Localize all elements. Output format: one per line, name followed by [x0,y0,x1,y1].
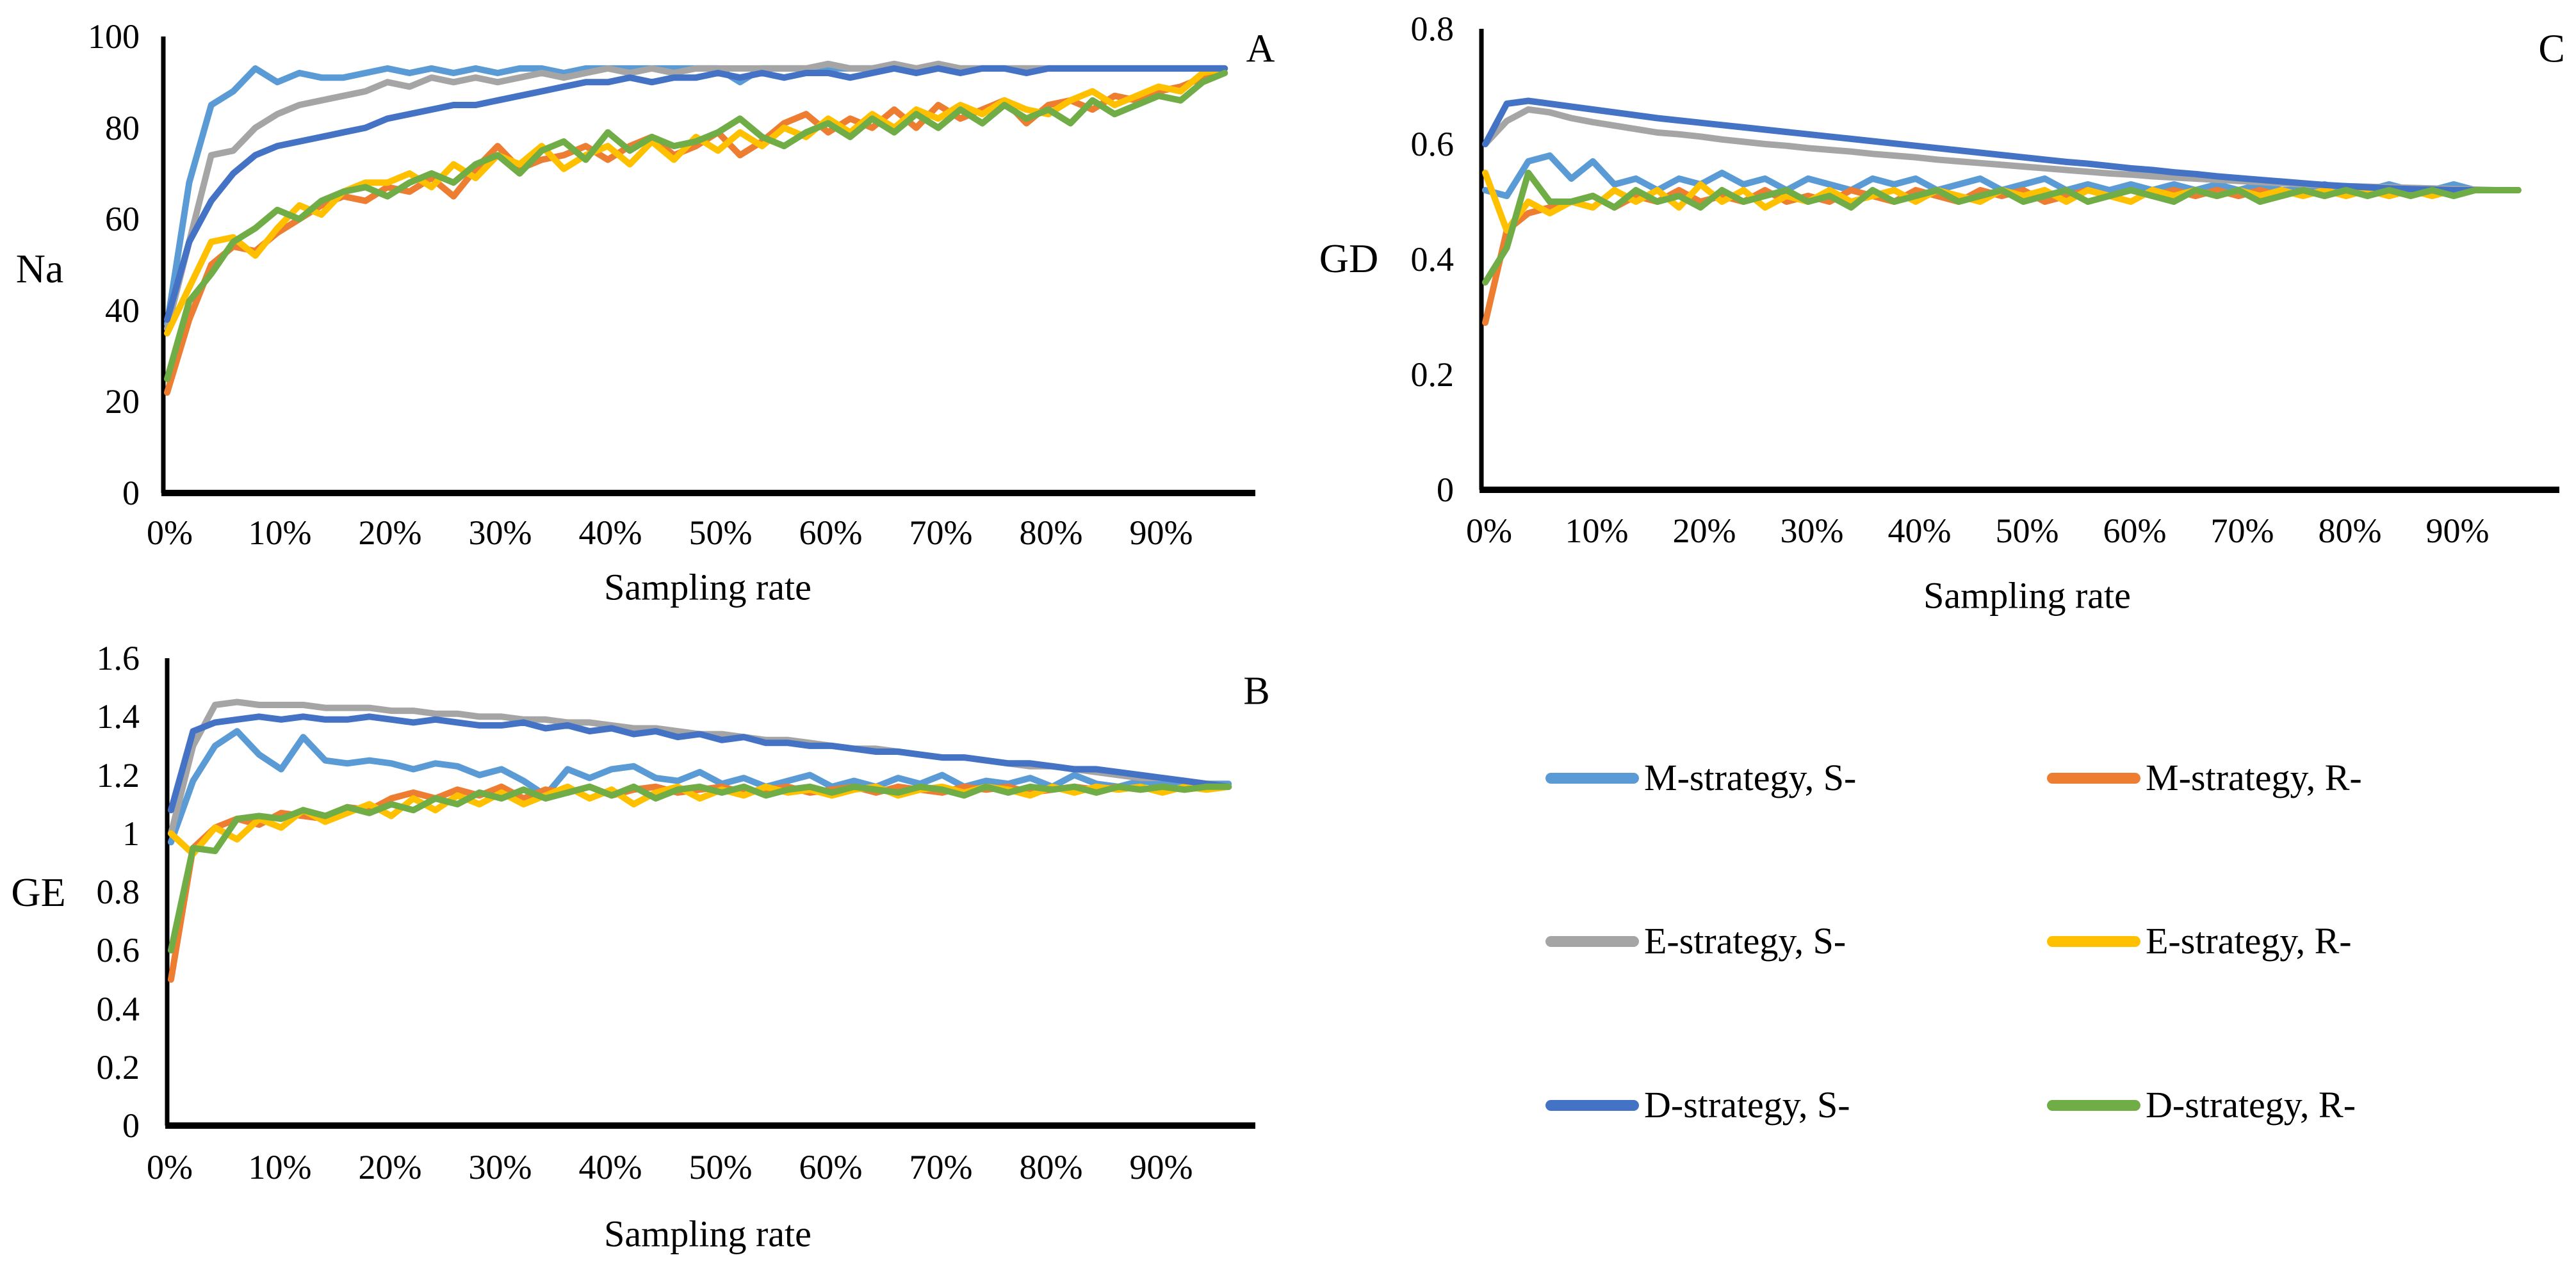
legend-item-e-strategy-r: E-strategy, R- [2047,912,2352,970]
chart-b-x-tick-label: 60% [799,1148,863,1186]
legend-label: E-strategy, R- [2146,920,2352,962]
chart-b-y-tick-label: 0.6 [96,931,140,970]
chart-b-x-tick-label: 40% [578,1148,642,1186]
chart-b-x-tick-label: 70% [909,1148,973,1186]
chart-b-series-line-d-strategy-s [168,713,1232,814]
chart-b-x-tick-label: 50% [689,1148,753,1186]
chart-b-x-tick-label: 10% [248,1148,312,1186]
legend-label: D-strategy, R- [2146,1084,2356,1126]
chart-b-y-tick-label: 1.4 [96,697,140,736]
chart-b-y-tick-label: 1 [122,814,140,853]
chart-c-series-line-d-strategy-r [1482,170,2522,286]
chart-b-y-tick-label: 0.8 [96,873,140,911]
chart-b-x-tick-label: 90% [1129,1148,1193,1186]
chart-b-y-tick-label: 0.2 [96,1047,140,1087]
chart-a-x-tick-label: 70% [909,513,973,552]
panel-label-c: C [2538,27,2565,71]
chart-c-y-tick-label: 0.2 [1410,355,1455,394]
legend-line-swatch-d-strategy-r [2047,1099,2140,1111]
chart-c-x-tick-label: 10% [1565,512,1629,550]
legend-line-swatch-m-strategy-s [1545,772,1639,784]
legend-line-swatch-e-strategy-r [2047,935,2140,947]
chart-c-series-line-m-strategy-r [1482,187,2522,326]
chart-c-y-tick-label: 0.8 [1410,10,1455,48]
chart-c-x-tick-label: 20% [1672,512,1736,550]
chart-c-x-tick-label: 80% [2318,512,2382,550]
chart-c-series-line-d-strategy-s [1482,97,2522,193]
chart-b-y-axis-title: GE [11,869,66,915]
chart-b-x-tick-label: 0% [147,1148,193,1186]
chart-c-x-tick-label: 70% [2210,512,2274,550]
chart-a-x-tick-label: 10% [248,513,312,552]
panel-label-b: B [1243,669,1270,713]
chart-c-x-tick-label: 30% [1780,512,1844,550]
chart-c-x-tick-label: 60% [2103,512,2167,550]
chart-a-x-axis-title: Sampling rate [604,566,811,608]
chart-c-y-tick-label: 0.6 [1410,125,1455,163]
chart-b-x-tick-label: 30% [468,1148,532,1186]
legend-line-swatch-m-strategy-r [2047,772,2140,784]
legend-line-swatch-d-strategy-s [1545,1099,1639,1111]
chart-a-x-tick-label: 20% [358,513,422,552]
chart-a-series-line-d-strategy-r [164,70,1228,382]
chart-c-x-tick-label: 40% [1887,512,1952,550]
chart-a-y-axis-title: Na [15,246,64,291]
legend-label: M-strategy, R- [2146,757,2362,798]
legend-item-d-strategy-r: D-strategy, R- [2047,1076,2356,1134]
chart-a-y-tick-label: 40 [105,291,140,330]
legend-label: E-strategy, S- [1644,920,1846,962]
chart-b-y-tick-label: 1.2 [96,756,140,795]
chart-a-y-tick-label: 20 [105,382,140,421]
panel-label-a: A [1246,27,1275,71]
chart-b-y-tick-label: 0.4 [96,989,140,1028]
chart-b-y-tick-label: 1.6 [96,639,140,677]
chart-a-x-tick-label: 90% [1129,513,1193,552]
chart-c-x-tick-label: 50% [1995,512,2059,550]
chart-c-x-tick-label: 90% [2425,512,2490,550]
chart-a-y-tick-label: 100 [88,17,140,56]
chart-b-x-tick-label: 20% [358,1148,422,1186]
legend-item-d-strategy-s: D-strategy, S- [1545,1076,1850,1134]
chart-a-x-tick-label: 40% [578,513,642,552]
chart-c-x-axis-title: Sampling rate [1923,574,2131,617]
chart-a-x-tick-label: 30% [468,513,532,552]
chart-c-x-tick-label: 0% [1466,512,1512,550]
legend-item-m-strategy-r: M-strategy, R- [2047,749,2362,807]
legend-item-e-strategy-s: E-strategy, S- [1545,912,1846,970]
chart-b-series-line-d-strategy-r [168,783,1232,954]
chart-a-x-tick-label: 50% [689,513,753,552]
chart-b-x-axis-title: Sampling rate [604,1213,811,1255]
chart-a-y-tick-label: 80 [105,108,140,147]
chart-a-x-tick-label: 80% [1019,513,1083,552]
chart-b-y-tick-label: 0 [122,1106,140,1145]
legend-label: M-strategy, S- [1644,757,1857,798]
chart-a-y-tick-label: 0 [122,474,140,512]
chart-c-y-tick-label: 0 [1437,471,1454,509]
legend-item-m-strategy-s: M-strategy, S- [1545,749,1856,807]
chart-b-x-tick-label: 80% [1019,1148,1083,1186]
chart-a-x-tick-label: 60% [799,513,863,552]
chart-c-y-tick-label: 0.4 [1410,240,1455,279]
chart-b-series-line-e-strategy-r [168,783,1232,857]
legend-label: D-strategy, S- [1644,1084,1850,1126]
chart-a-x-tick-label: 0% [147,513,193,552]
chart-a-y-tick-label: 60 [105,200,140,239]
chart-a-series-line-d-strategy-s [164,65,1228,323]
chart-c-y-axis-title: GD [1319,236,1379,281]
legend-line-swatch-e-strategy-s [1545,935,1639,947]
